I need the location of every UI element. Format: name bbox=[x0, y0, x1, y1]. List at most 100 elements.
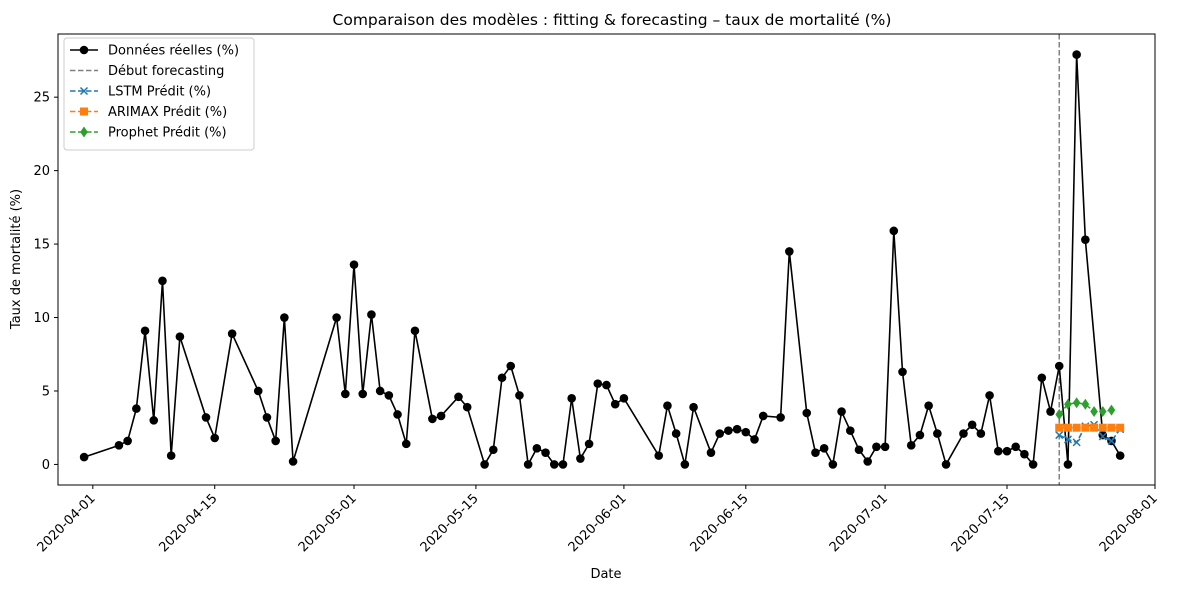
y-tick-label: 25 bbox=[33, 91, 50, 106]
data-point-actual bbox=[837, 407, 846, 416]
data-point-actual bbox=[210, 433, 220, 443]
y-tick-label: 5 bbox=[42, 384, 50, 399]
data-point-actual bbox=[1011, 442, 1020, 452]
data-point-prophet bbox=[1055, 408, 1064, 420]
data-point-actual bbox=[915, 430, 925, 440]
data-point-actual bbox=[140, 326, 150, 336]
data-point-actual bbox=[1054, 361, 1064, 371]
data-point-actual bbox=[819, 443, 829, 453]
data-point-arimax bbox=[1081, 423, 1090, 432]
data-point-actual bbox=[863, 457, 872, 466]
legend-marker bbox=[80, 107, 88, 116]
legend-label: LSTM Prédit (%) bbox=[108, 85, 211, 100]
chart-title: Comparaison des modèles : fitting & fore… bbox=[333, 11, 892, 29]
legend-label: Données réelles (%) bbox=[108, 44, 239, 59]
data-point-actual bbox=[1037, 373, 1047, 383]
data-point-actual bbox=[889, 226, 899, 236]
legend-item-lstm: LSTM Prédit (%) bbox=[70, 85, 211, 100]
plot-area bbox=[79, 34, 1125, 485]
data-point-prophet bbox=[1107, 404, 1116, 416]
data-point-actual bbox=[332, 313, 341, 322]
data-point-actual bbox=[967, 420, 977, 430]
data-point-actual bbox=[854, 445, 864, 455]
data-point-actual bbox=[880, 442, 890, 452]
data-point-lstm bbox=[1072, 438, 1081, 447]
data-point-actual bbox=[79, 452, 89, 462]
data-point-actual bbox=[811, 448, 820, 457]
legend-item-actual: Données réelles (%) bbox=[70, 44, 239, 59]
data-point-actual bbox=[1072, 50, 1081, 59]
data-point-actual bbox=[976, 429, 986, 438]
data-point-actual bbox=[689, 402, 698, 412]
data-point-actual bbox=[549, 460, 559, 469]
data-point-arimax bbox=[1055, 423, 1064, 432]
y-axis-label: Taux de mortalité (%) bbox=[9, 189, 24, 330]
y-tick-label: 0 bbox=[42, 458, 50, 473]
data-point-arimax bbox=[1107, 423, 1116, 432]
data-point-actual bbox=[724, 426, 733, 435]
data-point-actual bbox=[384, 391, 394, 400]
data-point-actual bbox=[541, 448, 550, 457]
data-point-actual bbox=[619, 394, 629, 403]
legend-label: Début forecasting bbox=[108, 64, 224, 79]
data-point-actual bbox=[1063, 460, 1073, 469]
legend-marker bbox=[79, 45, 89, 55]
data-point-prophet bbox=[1090, 406, 1098, 418]
data-point-actual bbox=[1115, 451, 1125, 460]
legend-label: ARIMAX Prédit (%) bbox=[108, 105, 227, 120]
data-point-actual bbox=[959, 429, 968, 438]
data-point-actual bbox=[262, 413, 272, 422]
y-tick-label: 10 bbox=[33, 311, 50, 326]
y-tick-label: 15 bbox=[33, 238, 50, 253]
data-point-actual bbox=[532, 443, 542, 453]
data-point-actual bbox=[271, 436, 280, 446]
data-point-actual bbox=[750, 435, 759, 444]
data-point-actual bbox=[680, 460, 690, 469]
legend-label: Prophet Prédit (%) bbox=[108, 126, 227, 141]
data-point-actual bbox=[1081, 235, 1090, 244]
data-point-actual bbox=[785, 247, 794, 256]
data-point-actual bbox=[898, 367, 907, 377]
data-point-actual bbox=[227, 329, 237, 338]
data-point-arimax bbox=[1063, 423, 1072, 432]
data-point-actual bbox=[253, 386, 263, 396]
data-point-actual bbox=[515, 391, 524, 400]
data-point-arimax bbox=[1116, 423, 1125, 432]
data-point-actual bbox=[663, 401, 672, 410]
data-point-actual bbox=[358, 389, 368, 399]
data-point-actual bbox=[436, 411, 446, 421]
data-point-actual bbox=[576, 454, 585, 463]
data-point-prophet bbox=[1081, 398, 1090, 410]
data-point-actual bbox=[367, 310, 376, 319]
data-point-actual bbox=[802, 408, 812, 418]
data-point-prophet bbox=[1072, 397, 1081, 409]
data-point-lstm bbox=[1098, 432, 1107, 441]
data-point-actual bbox=[1002, 446, 1012, 456]
data-point-actual bbox=[845, 426, 855, 435]
x-axis-label: Date bbox=[590, 567, 621, 582]
data-point-actual bbox=[906, 441, 916, 450]
data-point-actual bbox=[497, 373, 507, 383]
data-point-actual bbox=[933, 429, 942, 438]
data-point-actual bbox=[993, 446, 1003, 456]
legend-item-arimax: ARIMAX Prédit (%) bbox=[70, 105, 227, 120]
data-point-actual bbox=[706, 448, 716, 457]
data-point-actual bbox=[375, 386, 385, 396]
data-point-actual bbox=[114, 441, 124, 450]
y-tick-label: 20 bbox=[33, 164, 50, 179]
data-point-actual bbox=[671, 429, 681, 438]
data-point-actual bbox=[602, 380, 611, 390]
data-point-actual bbox=[654, 451, 664, 460]
data-point-actual bbox=[741, 427, 751, 437]
data-point-arimax bbox=[1072, 423, 1081, 432]
legend-item-prophet: Prophet Prédit (%) bbox=[70, 126, 227, 141]
legend: Données réelles (%) Début forecasting LSTM… bbox=[63, 37, 255, 151]
data-point-actual bbox=[288, 457, 298, 466]
data-point-actual bbox=[758, 411, 768, 421]
data-point-arimax bbox=[1090, 423, 1099, 432]
data-point-actual bbox=[341, 389, 350, 399]
data-point-actual bbox=[1028, 460, 1038, 469]
data-point-prophet bbox=[1098, 406, 1107, 418]
data-point-actual bbox=[567, 394, 576, 403]
